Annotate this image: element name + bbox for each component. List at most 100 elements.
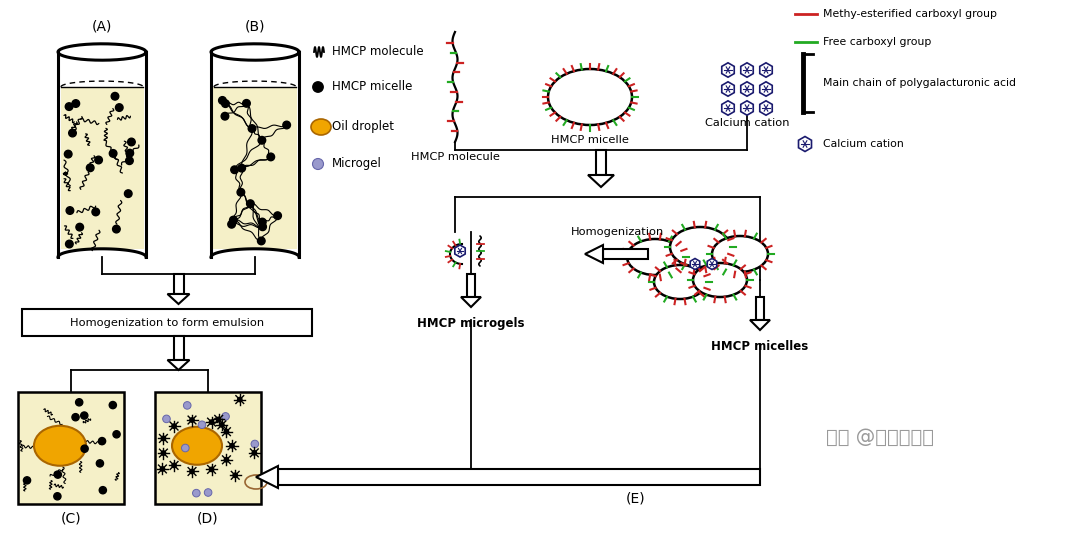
Text: HMCP microgels: HMCP microgels	[417, 317, 525, 330]
FancyBboxPatch shape	[22, 309, 312, 336]
Circle shape	[210, 467, 214, 472]
Circle shape	[66, 240, 73, 248]
Circle shape	[163, 415, 171, 423]
FancyBboxPatch shape	[214, 87, 297, 249]
FancyBboxPatch shape	[278, 469, 760, 485]
Circle shape	[124, 190, 132, 197]
Circle shape	[81, 412, 87, 419]
Polygon shape	[759, 63, 772, 77]
Ellipse shape	[311, 119, 330, 135]
Circle shape	[225, 457, 229, 462]
Circle shape	[96, 460, 104, 467]
Text: Homogenization to form emulsion: Homogenization to form emulsion	[70, 318, 265, 327]
Circle shape	[218, 96, 226, 104]
Circle shape	[126, 150, 134, 157]
Circle shape	[313, 82, 323, 92]
Text: HMCP micelle: HMCP micelle	[332, 81, 413, 94]
Polygon shape	[750, 320, 770, 330]
Text: (B): (B)	[245, 20, 266, 34]
Text: HMCP micelle: HMCP micelle	[551, 135, 629, 145]
Circle shape	[190, 469, 194, 474]
Ellipse shape	[712, 236, 768, 272]
Circle shape	[225, 429, 229, 434]
Circle shape	[204, 489, 212, 496]
FancyBboxPatch shape	[174, 336, 184, 360]
Circle shape	[243, 100, 251, 107]
Polygon shape	[585, 245, 603, 263]
Circle shape	[312, 158, 324, 170]
FancyBboxPatch shape	[156, 392, 261, 504]
Ellipse shape	[693, 263, 747, 297]
Circle shape	[161, 451, 165, 455]
Circle shape	[111, 93, 119, 100]
Circle shape	[76, 399, 83, 406]
Circle shape	[230, 216, 238, 224]
Polygon shape	[256, 466, 278, 488]
Text: (C): (C)	[60, 512, 81, 526]
Circle shape	[81, 445, 89, 452]
Circle shape	[92, 208, 99, 216]
Circle shape	[160, 467, 164, 471]
FancyBboxPatch shape	[596, 150, 606, 175]
Text: Homogenization: Homogenization	[571, 227, 664, 237]
Polygon shape	[167, 360, 189, 370]
Circle shape	[246, 200, 254, 208]
Circle shape	[259, 223, 267, 230]
Circle shape	[95, 156, 103, 164]
Circle shape	[252, 450, 257, 455]
Ellipse shape	[654, 265, 706, 299]
FancyBboxPatch shape	[18, 392, 124, 504]
Circle shape	[99, 487, 107, 494]
Text: Microgel: Microgel	[332, 158, 382, 171]
Ellipse shape	[548, 69, 632, 125]
Circle shape	[66, 207, 73, 214]
FancyBboxPatch shape	[603, 249, 648, 259]
Circle shape	[127, 138, 135, 146]
FancyBboxPatch shape	[756, 297, 764, 320]
Circle shape	[161, 436, 165, 441]
Circle shape	[210, 420, 214, 424]
Circle shape	[116, 104, 123, 111]
Circle shape	[172, 463, 176, 468]
Polygon shape	[759, 101, 772, 115]
Text: HMCP molecule: HMCP molecule	[332, 46, 423, 59]
Polygon shape	[741, 63, 753, 77]
Text: Calcium cation: Calcium cation	[705, 118, 789, 128]
Circle shape	[248, 125, 256, 132]
Circle shape	[192, 489, 200, 497]
Circle shape	[112, 225, 120, 233]
Circle shape	[54, 471, 62, 478]
Polygon shape	[721, 101, 734, 115]
Polygon shape	[798, 137, 811, 152]
Circle shape	[184, 402, 191, 409]
Circle shape	[198, 421, 206, 429]
Polygon shape	[588, 175, 615, 187]
Text: HMCP micelles: HMCP micelles	[712, 340, 809, 353]
Text: 知乎 @食品放大镜: 知乎 @食品放大镜	[826, 428, 934, 447]
Circle shape	[216, 417, 221, 422]
Circle shape	[98, 437, 106, 445]
Text: (E): (E)	[625, 491, 646, 505]
Polygon shape	[721, 63, 734, 77]
Polygon shape	[759, 82, 772, 96]
Polygon shape	[690, 259, 700, 269]
Polygon shape	[455, 245, 465, 257]
Circle shape	[24, 477, 30, 484]
Circle shape	[221, 412, 229, 420]
Circle shape	[72, 100, 80, 107]
Circle shape	[72, 414, 79, 421]
Polygon shape	[741, 82, 753, 96]
Polygon shape	[461, 297, 481, 307]
FancyBboxPatch shape	[467, 274, 475, 297]
Circle shape	[65, 150, 72, 158]
Ellipse shape	[33, 426, 86, 466]
Text: Calcium cation: Calcium cation	[823, 139, 904, 149]
Text: (D): (D)	[198, 512, 219, 526]
Circle shape	[257, 237, 265, 245]
Polygon shape	[741, 101, 753, 115]
Circle shape	[65, 103, 72, 111]
Circle shape	[113, 431, 120, 438]
Circle shape	[181, 444, 189, 452]
Circle shape	[283, 121, 291, 129]
FancyBboxPatch shape	[60, 87, 144, 249]
